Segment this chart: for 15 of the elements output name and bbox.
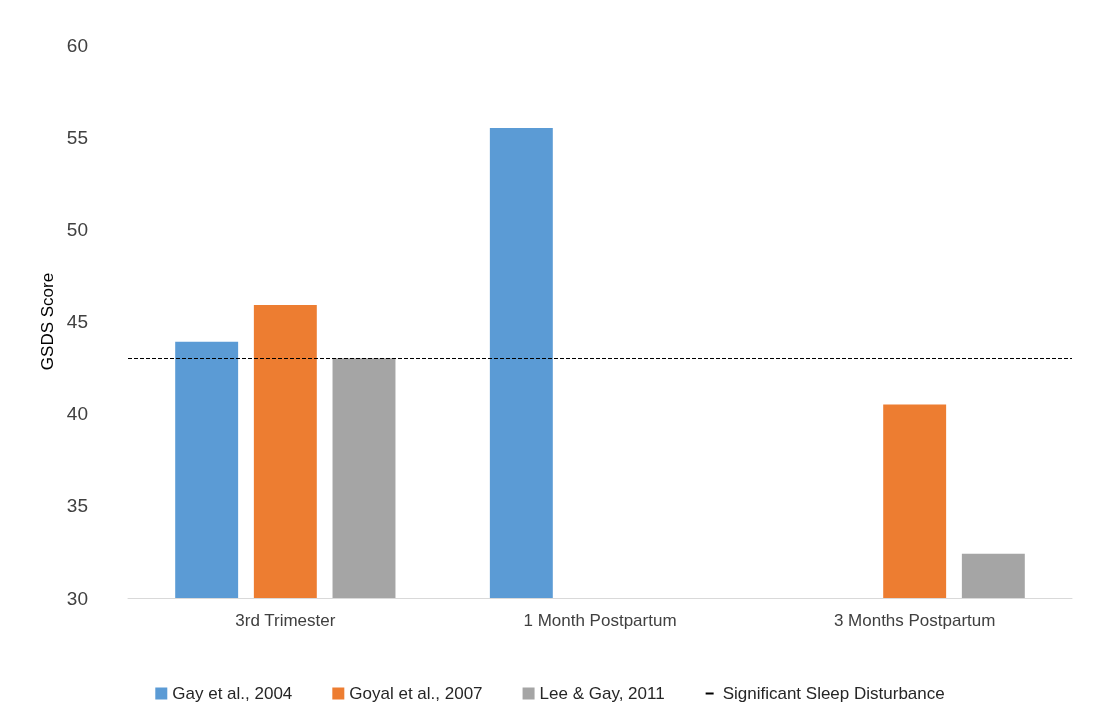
legend-label: Significant Sleep Disturbance <box>722 684 945 703</box>
y-tick-label: 60 <box>66 34 88 56</box>
legend-label: Goyal et al., 2007 <box>349 684 483 703</box>
y-tick-label: 35 <box>66 495 88 517</box>
x-tick-label: 1 Month Postpartum <box>523 611 677 630</box>
y-tick-label: 55 <box>66 126 88 148</box>
legend-label: Gay et al., 2004 <box>172 684 293 703</box>
y-tick-label: 30 <box>66 587 88 609</box>
x-tick-label: 3 Months Postpartum <box>833 611 996 630</box>
y-tick-label: 40 <box>66 403 88 425</box>
legend-label: Lee & Gay, 2011 <box>539 684 665 703</box>
y-tick-label: 50 <box>66 218 88 240</box>
x-tick-label: 3rd Trimester <box>235 611 336 630</box>
y-axis-title: GSDS Score <box>37 272 57 371</box>
y-tick-label: 45 <box>66 311 88 332</box>
